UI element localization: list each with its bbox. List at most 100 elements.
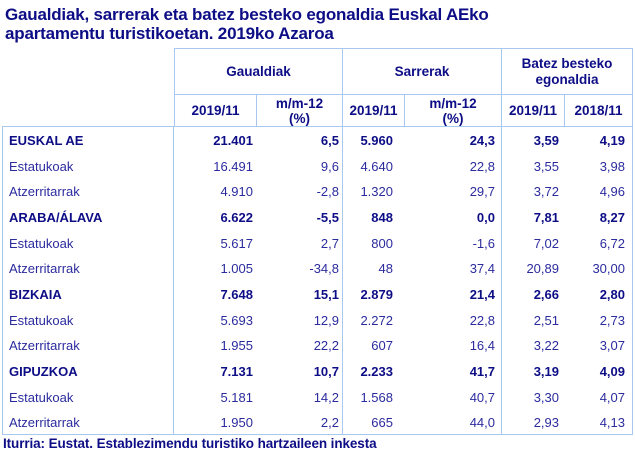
cell: 1.005 <box>220 261 253 276</box>
cell: 2,93 <box>502 410 565 435</box>
table-row: EUSKAL AE 21.401 6,5 5.960 24,3 3,59 4,1… <box>2 127 633 154</box>
row-label: BIZKAIA <box>2 281 174 308</box>
cell: 1.568 <box>360 390 393 405</box>
cell: 7,02 <box>533 236 559 251</box>
cell: 44,0 <box>405 410 502 435</box>
cell: 6,5 <box>257 127 343 154</box>
cell: 40,7 <box>405 385 502 410</box>
cell: 3,72 <box>533 184 559 199</box>
cell: 6,72 <box>565 231 633 256</box>
cell: 3,19 <box>533 364 559 379</box>
column-header: 2018/11 <box>565 95 633 127</box>
row-label: Estatukoak <box>2 154 174 179</box>
cell: 5.693 <box>220 313 253 328</box>
cell: 5.960 <box>360 133 393 148</box>
cell: 1.955 <box>220 338 253 353</box>
table-row: Estatukoak 5.617 2,7 800 -1,6 7,02 6,72 <box>2 231 633 256</box>
cell: 607 <box>371 338 393 353</box>
cell: 30,00 <box>565 256 633 281</box>
source-note: Iturria: Eustat. Establezimendu turistik… <box>3 436 377 451</box>
cell: 21,4 <box>405 281 502 308</box>
cell: 29,7 <box>405 179 502 204</box>
cell: 2.272 <box>360 313 393 328</box>
row-label: Atzerritarrak <box>2 256 174 281</box>
table-row: ARABA/ÁLAVA 6.622 -5,5 848 0,0 7,81 8,27 <box>2 204 633 231</box>
cell: 7,81 <box>533 210 559 225</box>
cell: 848 <box>371 210 393 225</box>
table-row: Atzerritarrak 4.910 -2,8 1.320 29,7 3,72… <box>2 179 633 204</box>
cell: 3,55 <box>533 159 559 174</box>
row-label: GIPUZKOA <box>2 358 174 385</box>
cell: 24,3 <box>405 127 502 154</box>
cell: 1.320 <box>360 184 393 199</box>
cell: 7.131 <box>220 364 253 379</box>
cell: -2,8 <box>257 179 343 204</box>
cell: 7.648 <box>220 287 253 302</box>
cell: -34,8 <box>257 256 343 281</box>
table-row: Estatukoak 5.693 12,9 2.272 22,8 2,51 2,… <box>2 308 633 333</box>
row-label: Atzerritarrak <box>2 410 174 435</box>
cell: 3,07 <box>565 333 633 358</box>
column-header: m/m-12 (%) <box>257 95 343 127</box>
column-header: 2019/11 <box>502 95 565 127</box>
table-row: Atzerritarrak 1.950 2,2 665 44,0 2,93 4,… <box>2 410 633 435</box>
column-group-gaualdiak: Gaualdiak <box>174 48 343 95</box>
cell: 665 <box>343 410 405 435</box>
cell: 41,7 <box>405 358 502 385</box>
cell: 4.910 <box>220 184 253 199</box>
header-spacer <box>2 95 174 127</box>
cell: 1.950 <box>174 410 257 435</box>
row-label: Estatukoak <box>2 308 174 333</box>
cell: 22,8 <box>405 308 502 333</box>
cell: 3,98 <box>565 154 633 179</box>
cell: 16.491 <box>213 159 253 174</box>
cell: 800 <box>371 236 393 251</box>
cell: 2,66 <box>533 287 559 302</box>
table-row: Estatukoak 16.491 9,6 4.640 22,8 3,55 3,… <box>2 154 633 179</box>
cell: 20,89 <box>526 261 559 276</box>
cell: 4,09 <box>565 358 633 385</box>
cell: 4.640 <box>360 159 393 174</box>
column-header: 2019/11 <box>174 95 257 127</box>
cell: 2,80 <box>565 281 633 308</box>
header-spacer <box>2 48 174 95</box>
cell: 21.401 <box>213 133 253 148</box>
cell: 3,22 <box>533 338 559 353</box>
cell: 5.181 <box>220 390 253 405</box>
cell: 2.879 <box>360 287 393 302</box>
cell: 4,07 <box>565 385 633 410</box>
cell: 3,59 <box>533 133 559 148</box>
cell: 37,4 <box>405 256 502 281</box>
column-group-sarrerak: Sarrerak <box>343 48 502 95</box>
cell: 14,2 <box>257 385 343 410</box>
table-row: Estatukoak 5.181 14,2 1.568 40,7 3,30 4,… <box>2 385 633 410</box>
cell: 2,73 <box>565 308 633 333</box>
cell: 22,8 <box>405 154 502 179</box>
cell: 15,1 <box>257 281 343 308</box>
table-row: BIZKAIA 7.648 15,1 2.879 21,4 2,66 2,80 <box>2 281 633 308</box>
cell: 9,6 <box>257 154 343 179</box>
cell: 8,27 <box>565 204 633 231</box>
column-header: 2019/11 <box>343 95 405 127</box>
column-header: m/m-12 (%) <box>405 95 502 127</box>
table-row: GIPUZKOA 7.131 10,7 2.233 41,7 3,19 4,09 <box>2 358 633 385</box>
cell: 5.617 <box>220 236 253 251</box>
cell: 4,96 <box>565 179 633 204</box>
cell: 3,30 <box>533 390 559 405</box>
cell: 0,0 <box>405 204 502 231</box>
row-label: Estatukoak <box>2 385 174 410</box>
cell: 6.622 <box>220 210 253 225</box>
column-group-batez-besteko: Batez besteko egonaldia <box>502 48 633 95</box>
cell: 4,13 <box>565 410 633 435</box>
data-table: Gaualdiak Sarrerak Batez besteko egonald… <box>2 48 633 435</box>
row-label: ARABA/ÁLAVA <box>2 204 174 231</box>
cell: 22,2 <box>257 333 343 358</box>
row-label: Estatukoak <box>2 231 174 256</box>
row-label: Atzerritarrak <box>2 333 174 358</box>
row-label: Atzerritarrak <box>2 179 174 204</box>
table-header-groups: Gaualdiak Sarrerak Batez besteko egonald… <box>2 48 633 95</box>
cell: 2,2 <box>257 410 343 435</box>
cell: 2.233 <box>360 364 393 379</box>
table-row: Atzerritarrak 1.005 -34,8 48 37,4 20,89 … <box>2 256 633 281</box>
